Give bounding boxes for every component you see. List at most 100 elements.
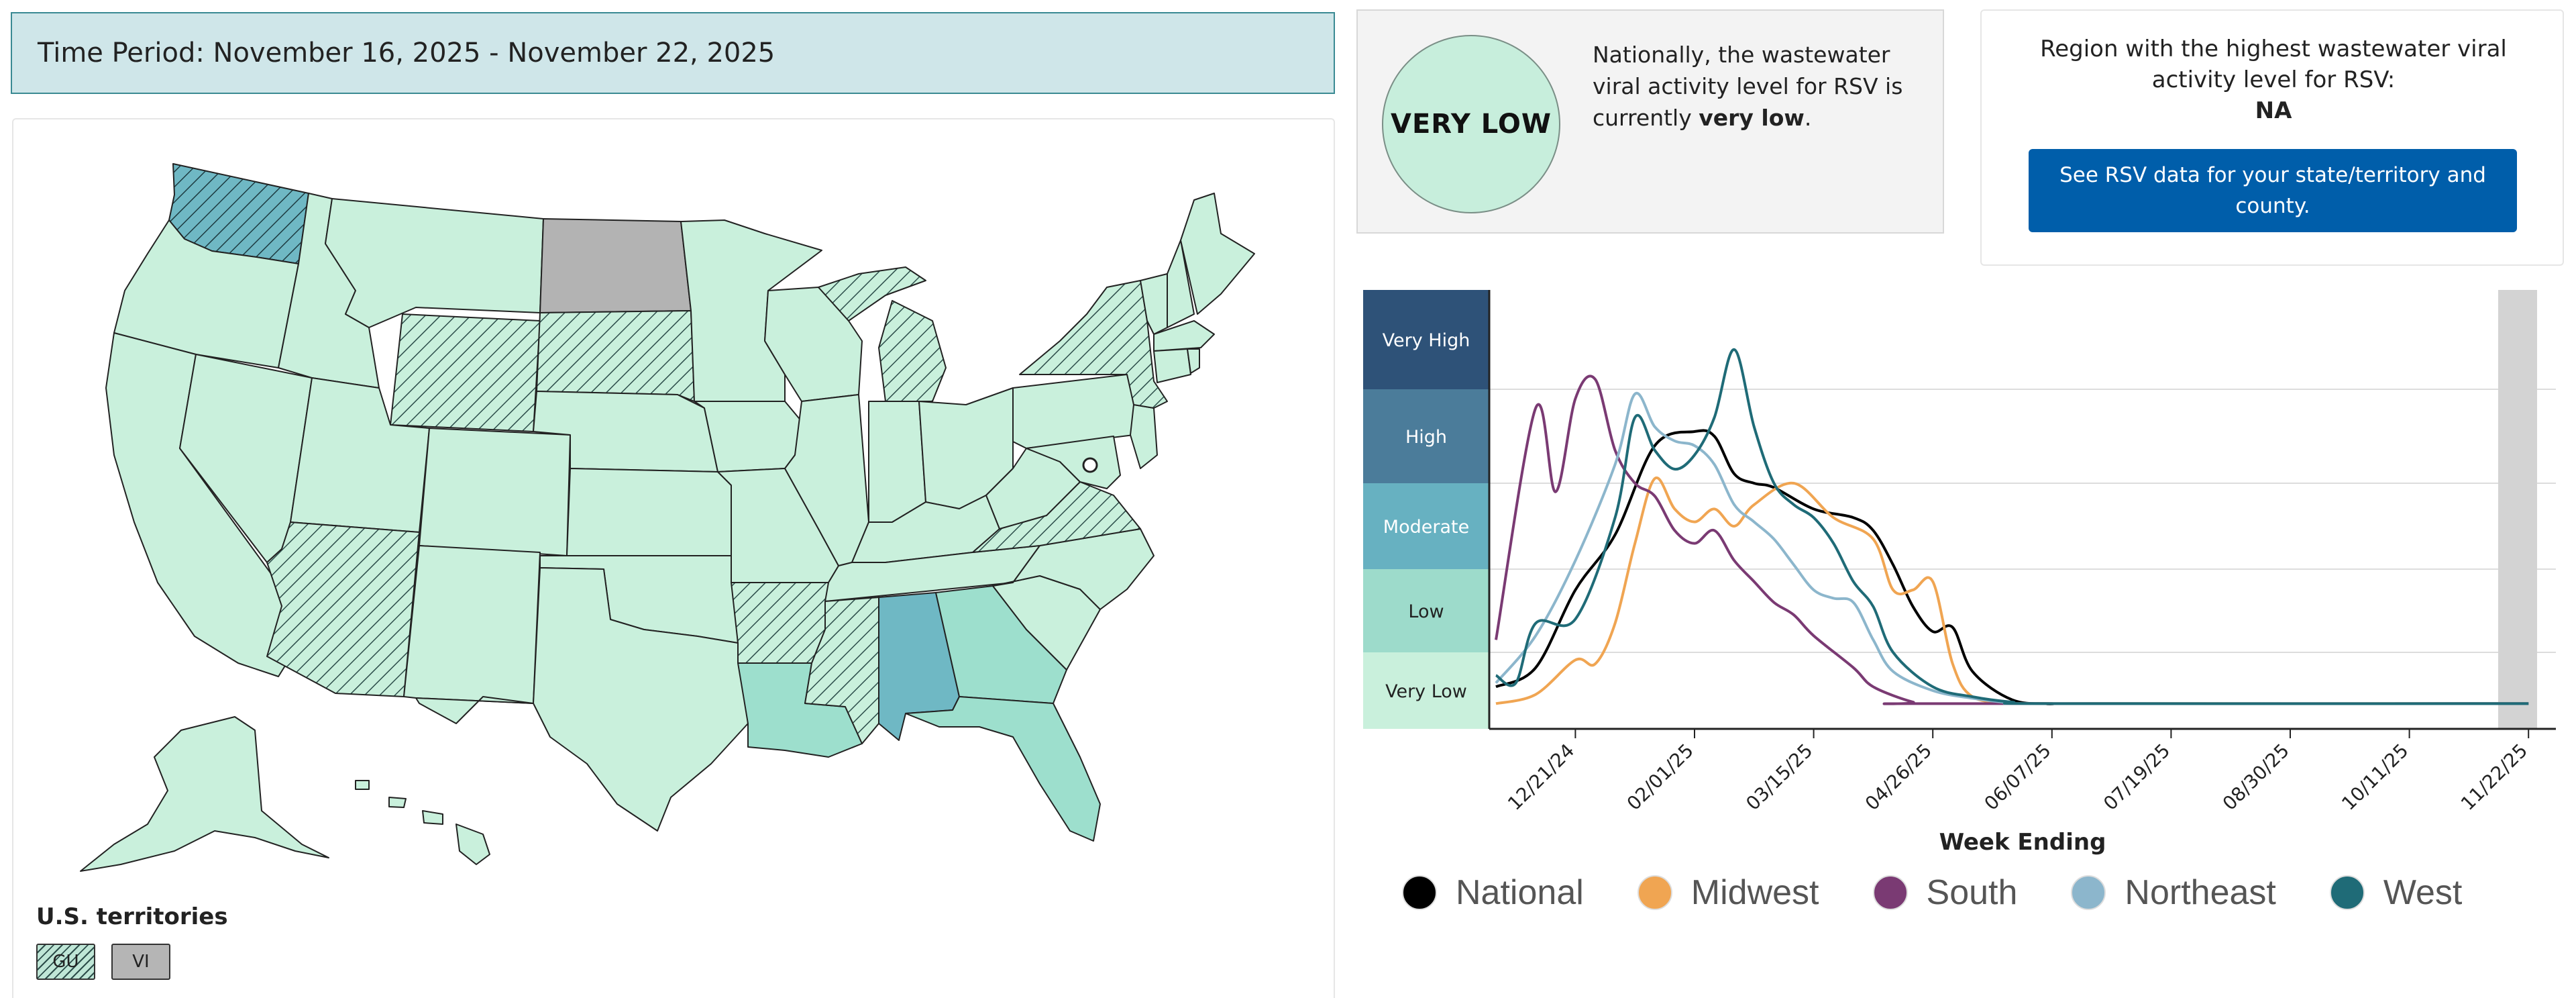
legend-swatch: [1872, 875, 1908, 910]
state-michigan[interactable]: [878, 300, 947, 402]
series-line-south: [1495, 375, 2529, 705]
x-tick-label: 11/22/25: [2457, 740, 2532, 815]
legend-swatch: [1402, 875, 1437, 910]
territory-vi[interactable]: VI: [111, 944, 170, 980]
territories-title: U.S. territories: [36, 903, 228, 930]
state-arkansas[interactable]: [731, 582, 829, 664]
series-line-west: [1495, 348, 2529, 705]
x-tick-label: 10/11/25: [2337, 740, 2412, 815]
legend-swatch: [2071, 875, 2106, 910]
state-wyoming[interactable]: [390, 313, 541, 432]
highest-region-text: Region with the highest wastewater viral…: [1995, 34, 2552, 126]
legend-item-midwest[interactable]: Midwest: [1637, 872, 1819, 913]
state-hawaii-kauai[interactable]: [355, 780, 370, 790]
x-tick-label: 02/01/25: [1623, 740, 1698, 815]
dc-marker[interactable]: [1082, 457, 1098, 473]
state-south-dakota[interactable]: [536, 310, 695, 402]
see-state-data-button-label: See RSV data for your state/territory an…: [2059, 163, 2486, 218]
level-band-label: High: [1405, 427, 1447, 448]
wastewater-trend-chart: Very High High Moderate Low Very Low 12/21/2…: [1363, 290, 2556, 856]
legend-swatch: [1637, 875, 1672, 910]
territory-vi-label: VI: [132, 952, 150, 972]
state-maine[interactable]: [1180, 193, 1255, 315]
legend-swatch: [2329, 875, 2365, 910]
time-period-label: Time Period: November 16, 2025 - Novembe…: [38, 38, 775, 68]
chart-legend: National Midwest South Northeast West: [1402, 872, 2462, 913]
level-band-label: Low: [1408, 601, 1444, 622]
level-band-label: Very High: [1383, 330, 1470, 351]
state-montana[interactable]: [325, 198, 544, 328]
state-hawaii-oahu[interactable]: [388, 797, 407, 808]
x-tick-labels: 12/21/24 02/01/25 03/15/25 04/26/25 06/07/25…: [1503, 729, 2532, 815]
national-text-suffix: .: [1804, 105, 1812, 131]
state-new-mexico[interactable]: [403, 545, 541, 704]
level-band-label: Moderate: [1383, 517, 1469, 538]
state-hawaii[interactable]: [455, 824, 490, 865]
state-florida[interactable]: [905, 696, 1101, 842]
state-maryland[interactable]: [1026, 436, 1121, 489]
level-band-low: [1363, 569, 1489, 652]
state-vermont[interactable]: [1140, 273, 1168, 335]
state-colorado[interactable]: [419, 428, 571, 556]
national-level-badge: VERY LOW: [1382, 35, 1560, 213]
x-tick-label: 04/26/25: [1861, 740, 1936, 815]
legend-item-west[interactable]: West: [2329, 872, 2463, 913]
x-tick-label: 03/15/25: [1741, 740, 1817, 815]
state-new-hampshire[interactable]: [1167, 240, 1195, 328]
national-level-text: Nationally, the wastewater viral activit…: [1593, 39, 1925, 134]
national-level-badge-label: VERY LOW: [1391, 109, 1552, 140]
legend-label: South: [1926, 873, 2018, 912]
territory-gu[interactable]: GU: [36, 944, 95, 980]
state-north-dakota[interactable]: [539, 218, 692, 313]
x-tick-label: 07/19/25: [2099, 740, 2174, 815]
legend-item-northeast[interactable]: Northeast: [2071, 872, 2276, 913]
us-territories: U.S. territories GU VI: [36, 903, 228, 980]
level-band-very-high: [1363, 290, 1489, 389]
level-band-very-low: [1363, 652, 1489, 729]
legend-label: West: [2383, 873, 2463, 912]
state-michigan-upper[interactable]: [818, 266, 926, 321]
current-week-highlight: [2498, 290, 2537, 729]
state-massachusetts[interactable]: [1153, 320, 1215, 352]
state-arizona[interactable]: [266, 521, 420, 697]
state-alaska[interactable]: [80, 716, 329, 872]
legend-label: Northeast: [2125, 873, 2276, 912]
state-hawaii-maui[interactable]: [422, 810, 443, 825]
national-text-level: very low: [1699, 105, 1805, 131]
legend-item-south[interactable]: South: [1872, 872, 2018, 913]
us-map: [80, 163, 1255, 872]
state-indiana[interactable]: [868, 401, 926, 523]
state-texas[interactable]: [415, 567, 749, 832]
x-tick-label: 06/07/25: [1980, 740, 2055, 815]
us-map-card: U.S. territories GU VI: [12, 118, 1335, 998]
level-bands: Very High High Moderate Low Very Low: [1363, 290, 1489, 729]
level-band-label: Very Low: [1385, 681, 1467, 702]
territories-list: GU VI: [36, 944, 228, 980]
series-line-national: [1495, 429, 2529, 705]
highest-region-value: NA: [2255, 97, 2292, 124]
x-tick-label: 08/30/25: [2218, 740, 2294, 815]
highest-region-label: Region with the highest wastewater viral…: [2040, 36, 2507, 93]
x-tick-label: 12/21/24: [1503, 740, 1578, 815]
state-connecticut[interactable]: [1153, 348, 1191, 383]
time-period-bar: Time Period: November 16, 2025 - Novembe…: [11, 12, 1335, 94]
series-line-midwest: [1495, 476, 2529, 705]
legend-item-national[interactable]: National: [1402, 872, 1584, 913]
state-kansas[interactable]: [566, 468, 732, 556]
chart-series: [1495, 348, 2529, 705]
level-band-moderate: [1363, 483, 1489, 569]
level-band-high: [1363, 389, 1489, 483]
legend-label: Midwest: [1690, 873, 1819, 912]
see-state-data-button[interactable]: See RSV data for your state/territory an…: [2029, 149, 2517, 232]
national-text-prefix: Nationally, the wastewater viral activit…: [1593, 42, 1903, 131]
x-axis-label: Week Ending: [1939, 829, 2106, 856]
state-pennsylvania[interactable]: [1012, 374, 1148, 449]
highest-region-card: Region with the highest wastewater viral…: [1980, 9, 2564, 266]
state-new-york[interactable]: [1019, 280, 1168, 409]
state-rhode-island[interactable]: [1187, 348, 1200, 374]
chart-gridlines: [1489, 389, 2556, 653]
state-new-jersey[interactable]: [1130, 404, 1158, 469]
territory-gu-label: GU: [52, 952, 79, 972]
legend-label: National: [1456, 873, 1584, 912]
national-level-card: VERY LOW Nationally, the wastewater vira…: [1356, 9, 1944, 234]
